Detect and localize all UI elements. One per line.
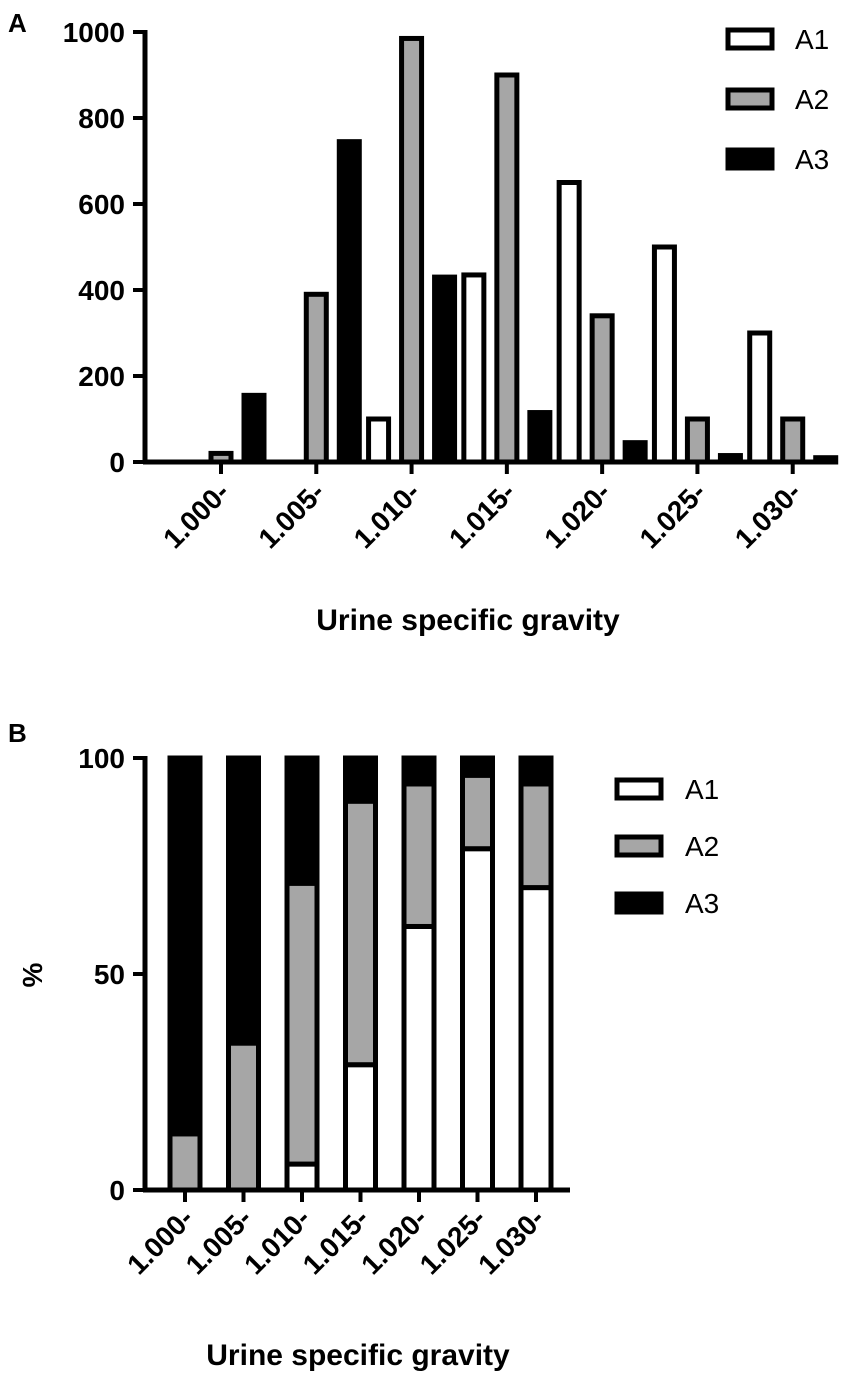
panel-a-y-tick-label: 600: [78, 189, 125, 220]
panel-b-bar-a2-1: [167, 1131, 203, 1193]
panel-a-bar-a2-7: [780, 416, 806, 465]
panel-a-bar-a2-6: [684, 416, 710, 465]
panel-b-x-axis-title: Urine specific gravity: [206, 1339, 510, 1372]
panel-b-bar-a3-4: [343, 755, 378, 804]
panel-a-bar-a1-7: [747, 330, 773, 465]
panel-a-bar-a2-5: [589, 313, 615, 465]
panel-a-bar-a2-2: [303, 291, 329, 465]
panel-a-bar-a3-1: [241, 392, 267, 465]
panel-b-x-tick-label: 1.010-: [238, 1202, 316, 1280]
panel-a-legend: A1 A2 A3: [725, 24, 829, 175]
panel-a-legend-swatch-a2: [725, 87, 775, 111]
panel-b-bar-a2-5: [401, 781, 437, 929]
panel-a-x-axis-title: Urine specific gravity: [316, 604, 620, 637]
panel-b-bar-a1-4: [343, 1062, 378, 1193]
panel-a: A Urine specific gravity 1.000- 1.005- 1.0…: [8, 8, 839, 637]
panel-b-bar-a2-7: [518, 781, 554, 891]
panel-b-y-tick-label: 0: [109, 1175, 125, 1206]
panel-b-bar-a3-2: [226, 755, 261, 1046]
panel-a-x-tick-label: 1.010-: [348, 476, 426, 554]
panel-b-x-tick-label: 1.025-: [414, 1202, 492, 1280]
panel-a-y-tick-label: 200: [78, 361, 125, 392]
panel-b-legend-swatch-a2: [614, 834, 664, 858]
panel-b-axes: 1.000-1.005-1.010-1.015-1.020-1.025-1.03…: [78, 743, 570, 1280]
panel-a-legend-label-a2: A2: [795, 84, 829, 115]
panel-a-x-tick-label: 1.020-: [538, 476, 616, 554]
panel-a-y-tick-label: 800: [78, 103, 125, 134]
panel-b-legend-label-a2: A2: [685, 831, 719, 862]
panel-b-bars: [167, 755, 554, 1193]
panel-b-bar-a2-4: [343, 798, 378, 1068]
panel-a-bar-a3-5: [622, 440, 648, 465]
panel-a-bar-a1-4: [461, 272, 487, 465]
panel-b-bar-a2-6: [460, 772, 495, 852]
panel-a-legend-label-a1: A1: [795, 24, 829, 55]
panel-b-bar-a3-3: [284, 755, 320, 886]
panel-a-label: A: [8, 8, 27, 38]
panel-b-bar-a1-3: [284, 1161, 320, 1193]
panel-b-legend-swatch-a3: [614, 891, 664, 915]
panel-b-legend-label-a1: A1: [685, 774, 719, 805]
panel-a-x-tick-label: 1.005-: [252, 476, 330, 554]
panel-a-x-tick-label: 1.025-: [634, 476, 712, 554]
panel-b-bar-a2-3: [284, 880, 320, 1167]
panel-b-bar-a1-5: [401, 923, 437, 1193]
panel-b-y-tick-label: 50: [94, 959, 125, 990]
panel-a-x-tick-label: 1.030-: [729, 476, 807, 554]
panel-a-y-tick-label: 400: [78, 275, 125, 306]
panel-a-bar-a1-5: [556, 180, 582, 465]
panel-a-legend-label-a3: A3: [795, 144, 829, 175]
panel-a-legend-swatch-a3: [725, 147, 775, 171]
panel-a-bars: [208, 35, 839, 465]
panel-b-bar-a2-2: [226, 1040, 261, 1193]
panel-b-legend-label-a3: A3: [685, 888, 719, 919]
panel-a-bar-a3-4: [527, 410, 553, 465]
panel-b-x-tick-label: 1.000-: [121, 1202, 199, 1280]
panel-a-x-tick-label: 1.000-: [157, 476, 235, 554]
panel-a-legend-swatch-a1: [725, 27, 775, 51]
panel-b-x-tick-label: 1.005-: [180, 1202, 258, 1280]
panel-b-bar-a3-1: [167, 755, 203, 1137]
panel-b-y-tick-label: 100: [78, 743, 125, 774]
panel-b-bar-a3-6: [460, 755, 495, 778]
panel-b-bar-a3-5: [401, 755, 437, 787]
panel-b-legend-swatch-a1: [614, 777, 664, 801]
panel-b-bar-a1-7: [518, 885, 554, 1193]
panel-a-y-tick-label: 0: [109, 447, 125, 478]
panel-a-bar-a3-2: [336, 139, 362, 465]
panel-a-bar-a3-3: [432, 274, 458, 465]
panel-b-x-tick-label: 1.020-: [355, 1202, 433, 1280]
panel-b-label: B: [8, 718, 27, 748]
panel-a-bar-a2-3: [399, 35, 425, 465]
panel-b: B % Urine specific gravity 1.000-1.005-1…: [8, 718, 719, 1372]
panel-b-legend: A1 A2 A3: [614, 774, 719, 919]
panel-b-x-tick-label: 1.030-: [472, 1202, 550, 1280]
panel-a-bar-a2-4: [494, 72, 520, 465]
panel-a-x-tick-label: 1.015-: [443, 476, 521, 554]
panel-b-y-axis-title: %: [17, 962, 48, 987]
panel-b-x-tick-label: 1.015-: [297, 1202, 375, 1280]
panel-a-bar-a1-6: [651, 244, 677, 465]
panel-b-bar-a1-6: [460, 846, 495, 1193]
panel-a-bar-a1-3: [366, 416, 392, 465]
panel-b-bar-a3-7: [518, 755, 554, 787]
panel-a-y-tick-label: 1000: [63, 17, 125, 48]
